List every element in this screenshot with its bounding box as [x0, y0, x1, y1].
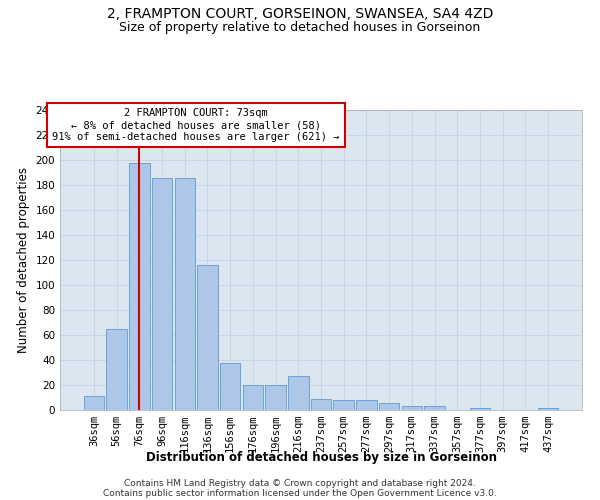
Bar: [538, 408, 558, 410]
Bar: [129, 162, 149, 410]
Bar: [84, 396, 104, 410]
Bar: [197, 265, 218, 410]
Text: Size of property relative to detached houses in Gorseinon: Size of property relative to detached ho…: [119, 21, 481, 34]
Bar: [265, 385, 286, 410]
Text: Contains public sector information licensed under the Open Government Licence v3: Contains public sector information licen…: [103, 488, 497, 498]
Bar: [401, 406, 422, 410]
Bar: [379, 402, 400, 410]
Bar: [152, 178, 172, 410]
Bar: [175, 178, 195, 410]
Text: Contains HM Land Registry data © Crown copyright and database right 2024.: Contains HM Land Registry data © Crown c…: [124, 478, 476, 488]
Bar: [288, 376, 308, 410]
Bar: [470, 408, 490, 410]
Bar: [424, 406, 445, 410]
Bar: [356, 400, 377, 410]
Text: Distribution of detached houses by size in Gorseinon: Distribution of detached houses by size …: [146, 451, 497, 464]
Bar: [220, 362, 241, 410]
Text: 2 FRAMPTON COURT: 73sqm
← 8% of detached houses are smaller (58)
91% of semi-det: 2 FRAMPTON COURT: 73sqm ← 8% of detached…: [52, 108, 340, 142]
Bar: [334, 400, 354, 410]
Y-axis label: Number of detached properties: Number of detached properties: [17, 167, 30, 353]
Bar: [311, 399, 331, 410]
Text: 2, FRAMPTON COURT, GORSEINON, SWANSEA, SA4 4ZD: 2, FRAMPTON COURT, GORSEINON, SWANSEA, S…: [107, 8, 493, 22]
Bar: [106, 329, 127, 410]
Bar: [242, 385, 263, 410]
